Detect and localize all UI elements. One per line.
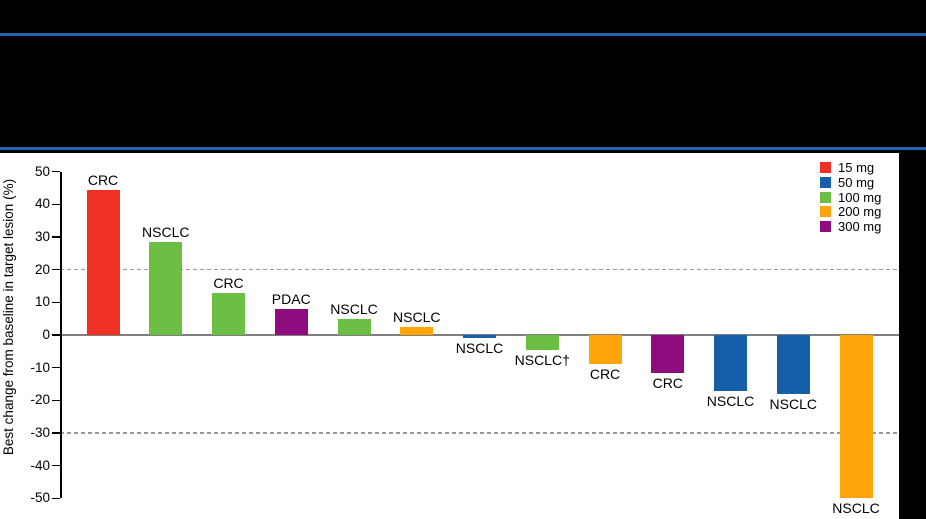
- legend-label: 100 mg: [838, 189, 882, 205]
- legend-label: 200 mg: [838, 204, 882, 220]
- y-tick-mark: [52, 497, 60, 500]
- y-tick-label: 30: [34, 228, 50, 244]
- legend-label: 50 mg: [838, 174, 875, 190]
- bar-NSCLC-4: [337, 318, 371, 335]
- y-tick-mark: [52, 432, 60, 434]
- bar-label: CRC: [589, 366, 621, 383]
- bar-PDAC-3: [274, 308, 308, 335]
- y-tick-label: 0: [42, 327, 50, 342]
- legend-item: 50 mg: [820, 174, 890, 190]
- bar-label: PDAC: [271, 290, 311, 307]
- bar-NSCLC-6: [463, 335, 496, 339]
- divider-line-top: [0, 33, 926, 36]
- y-tick-label: -50: [30, 490, 50, 506]
- legend-item: 300 mg: [820, 220, 890, 234]
- y-tick-label: -20: [30, 392, 50, 408]
- y-tick-label: -30: [30, 425, 50, 440]
- bar-label: NSCLC†: [514, 351, 570, 368]
- legend-item: 200 mg: [820, 205, 890, 219]
- y-tick-mark: [52, 399, 60, 402]
- y-tick-mark: [52, 334, 60, 336]
- reference-line-20: [60, 268, 899, 271]
- waterfall-chart-panel: Best change from baseline in target lesi…: [0, 153, 899, 519]
- bar-label: NSCLC: [769, 395, 817, 412]
- legend-swatch-100-mg: [820, 191, 831, 203]
- y-tick-mark: [52, 268, 60, 271]
- legend-swatch-15-mg: [820, 162, 831, 173]
- y-tick-label: 20: [34, 261, 50, 277]
- bar-label: NSCLC: [455, 340, 504, 357]
- bar-label: NSCLC: [706, 392, 755, 409]
- bar-CRC-2: [212, 292, 245, 335]
- y-tick-mark: [52, 464, 60, 467]
- y-tick-label: -10: [30, 359, 50, 375]
- bar-label: NSCLC: [393, 308, 441, 325]
- legend-label: 15 mg: [838, 160, 875, 175]
- legend-swatch-50-mg: [820, 176, 831, 188]
- y-tick-label: -40: [30, 457, 50, 473]
- y-tick-mark: [52, 203, 60, 206]
- y-tick-mark: [52, 301, 60, 304]
- y-axis-line: [60, 171, 62, 499]
- bar-NSCLC-7: [525, 335, 559, 350]
- bar-NSCLC-11: [776, 335, 810, 394]
- y-tick-label: 50: [34, 163, 50, 179]
- bar-label: NSCLC: [832, 500, 880, 517]
- y-tick-label: 40: [34, 196, 50, 212]
- plot-area: 50 40 30 20 10 0 -10 -20 -30 -40 -50 CRC NSCLC CRC PDA…: [0, 153, 899, 519]
- bar-label: NSCLC: [330, 300, 378, 317]
- y-tick-mark: [52, 236, 60, 238]
- bar-label: NSCLC: [142, 223, 190, 240]
- bar-label: CRC: [652, 374, 683, 391]
- y-tick-mark: [52, 366, 60, 369]
- y-tick-mark: [52, 170, 60, 173]
- legend-item: 15 mg: [820, 161, 890, 175]
- bar-CRC-8: [588, 335, 622, 365]
- reference-line--30: [60, 432, 899, 434]
- legend-item: 100 mg: [820, 189, 890, 205]
- bar-NSCLC-1: [149, 241, 183, 335]
- bar-NSCLC-12: [839, 335, 873, 499]
- bar-CRC-0: [86, 189, 120, 335]
- legend-swatch-300-mg: [820, 221, 831, 232]
- divider-line-bottom: [0, 147, 926, 150]
- y-tick-label: 10: [34, 294, 50, 310]
- bar-CRC-9: [651, 335, 685, 373]
- bar-label: CRC: [213, 274, 244, 291]
- legend-swatch-200-mg: [820, 206, 831, 218]
- bar-NSCLC-10: [714, 335, 747, 391]
- bar-label: CRC: [87, 171, 119, 188]
- bar-NSCLC-5: [400, 326, 434, 335]
- legend-label: 300 mg: [838, 219, 882, 234]
